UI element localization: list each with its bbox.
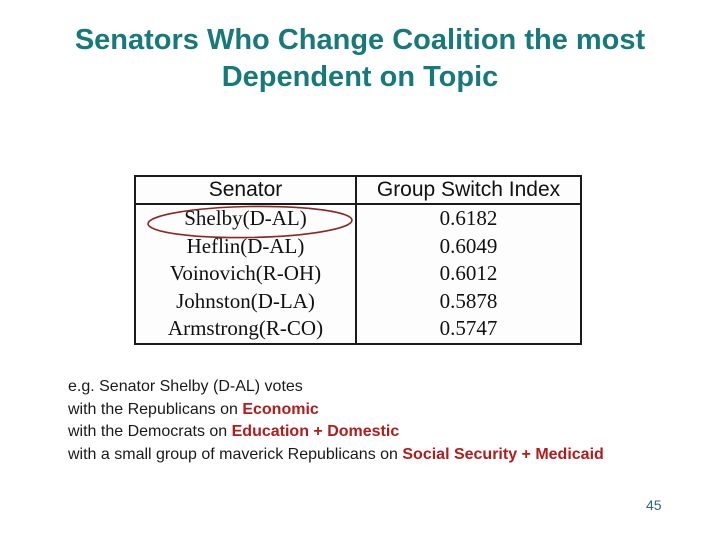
switch-index-cell: 0.5747 [355,315,581,344]
note-text-red: Social Security + Medicaid [402,445,604,463]
table-row: Shelby(D-AL) 0.6182 [135,204,581,233]
note-line: with the Democrats on Education + Domest… [68,421,713,444]
switch-index-cell: 0.6012 [355,260,581,288]
notes-block: e.g. Senator Shelby (D-AL) votes with th… [68,376,713,466]
slide-title: Senators Who Change Coalition the most De… [0,22,720,96]
senator-table: Senator Group Switch Index Shelby(D-AL) … [134,175,582,345]
note-line: e.g. Senator Shelby (D-AL) votes [68,376,713,399]
table-row: Heflin(D-AL) 0.6049 [135,232,581,260]
senator-table-figure: Senator Group Switch Index Shelby(D-AL) … [134,175,582,345]
column-header-senator: Senator [135,176,356,205]
note-text-black: with the Republicans on [68,400,243,418]
slide-title-line-2: Dependent on Topic [221,61,499,93]
note-text-black: with a small group of maverick Republica… [68,445,403,463]
note-text-black: with the Democrats on [68,423,232,440]
note-line: with a small group of maverick Republica… [68,444,713,467]
note-text-black: e.g. Senator Shelby (D-AL) votes [68,378,303,395]
senator-name-cell: Shelby(D-AL) [184,206,307,231]
table-row: Voinovich(R-OH) 0.6012 [135,260,581,288]
switch-index-cell: 0.6049 [355,232,581,260]
switch-index-cell: 0.6182 [355,204,581,233]
senator-name-cell: Voinovich(R-OH) [169,261,322,286]
table-row: Johnston(D-LA) 0.5878 [135,287,581,315]
senator-name-cell: Armstrong(R-CO) [167,316,324,341]
senator-name-cell: Johnston(D-LA) [176,288,315,313]
switch-index-cell: 0.5878 [355,287,581,315]
column-header-group-switch-index: Group Switch Index [355,176,581,205]
senator-name-cell: Heflin(D-AL) [186,233,305,258]
note-text-red: Economic [242,400,319,418]
note-text-red: Education + Domestic [231,423,400,440]
table-row: Armstrong(R-CO) 0.5747 [135,315,581,344]
note-line: with the Republicans on Economic [68,399,713,422]
table-header-row: Senator Group Switch Index [135,176,581,205]
slide-title-line-1: Senators Who Change Coalition the most [74,24,646,56]
page-number: 45 [646,497,662,513]
